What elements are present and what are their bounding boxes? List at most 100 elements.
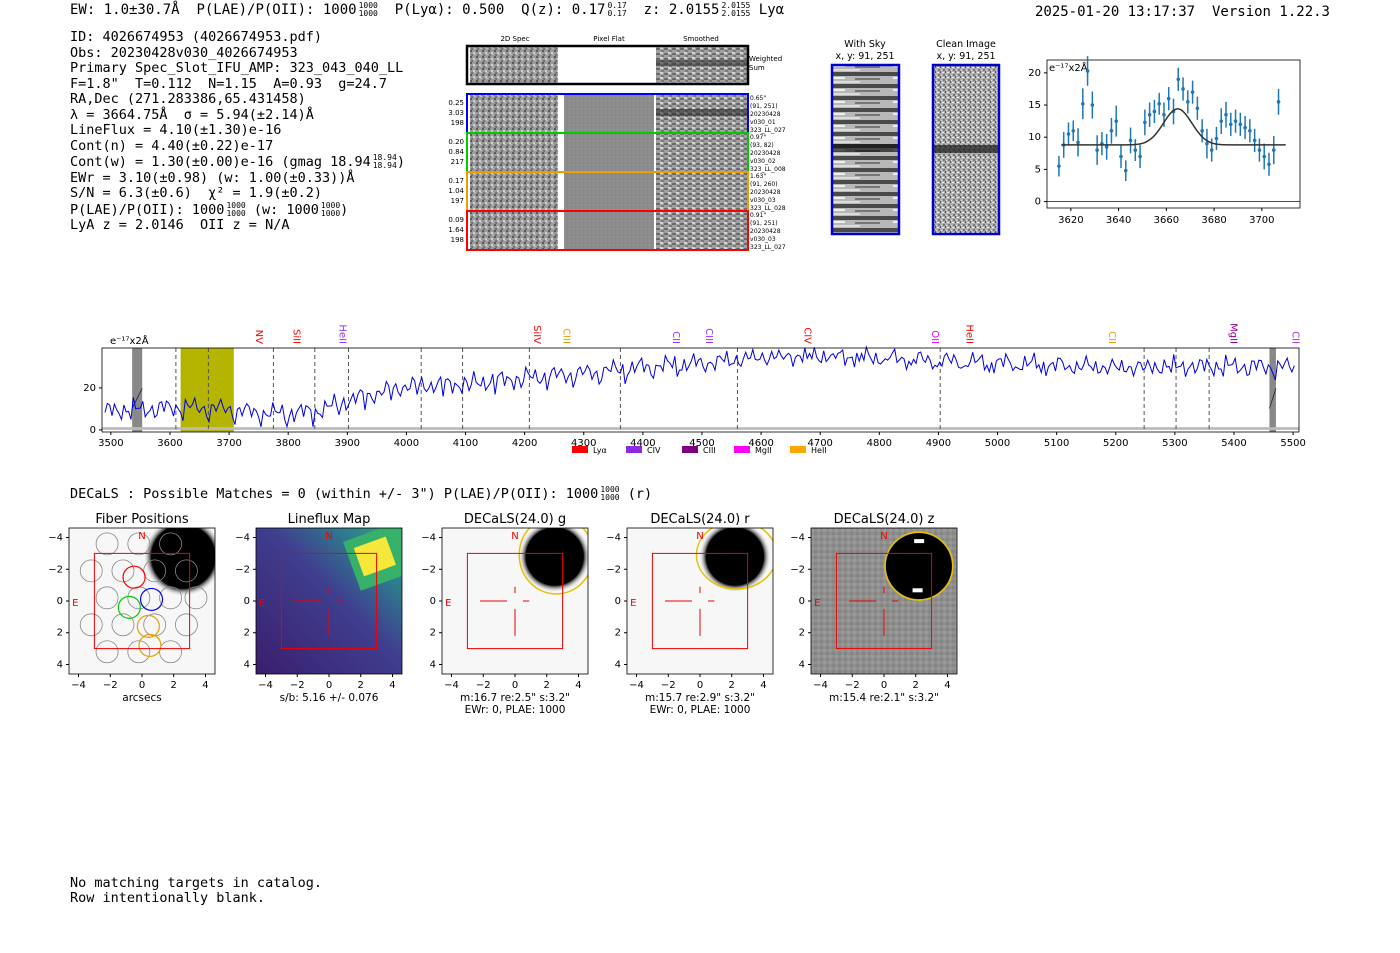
clean-image-title: Clean Image [936,39,996,50]
cutout-pixelflat [564,173,654,210]
x-tick-label: 5400 [1221,438,1246,449]
panel-title: Lineflux Map [288,512,371,527]
gmag-hi: 18.94 [372,153,397,162]
x-tick-label: 3640 [1106,215,1131,226]
data-point [1085,69,1090,73]
x-tick-label: −4 [444,680,459,691]
compass-east: E [814,598,820,609]
x-tick-label: 4 [575,680,581,691]
x-tick-label: 2 [729,680,735,691]
info-line: Obs: 20230428v030_4026674953 [70,44,298,61]
x-tick-label: 0 [139,680,145,691]
qz-lo: 0.17 [607,9,627,18]
match-ellipse [884,531,954,601]
fiber-circle [79,613,103,637]
cutout-left-label: 0.20 [448,138,464,146]
y-tick-label: −2 [48,564,63,575]
data-point [1181,87,1185,91]
data-point [1071,128,1076,133]
x-tick-label: 4 [760,680,766,691]
data-point [1186,100,1190,104]
cutout-pixelflat [564,95,654,132]
y-tick-label: 4 [57,659,63,670]
plya-value: P(Lyα): 0.500 [394,2,505,18]
fiber-circle [159,586,182,610]
x-tick-label: 5200 [1103,438,1128,449]
emission-line-label: MgII [1227,323,1238,344]
panel-title: Fiber Positions [95,512,188,527]
x-tick-label: −4 [71,680,86,691]
z-lo: 2.0155 [721,9,751,18]
x-tick-label: 3500 [98,438,123,449]
fiber-circle [111,559,135,583]
cutout-right-label: v030_03 [750,236,776,243]
lineflux-peak-core [353,536,396,577]
source-core [525,528,584,586]
sky-panels: With Sky x, y: 91, 251 Clean Image x, y:… [830,39,1001,236]
plae-value: P(LAE)/P(OII): 1000 [196,2,357,18]
emission-line-label: CIII [561,328,572,344]
panel-caption: s/b: 5.16 +/- 0.076 [280,692,379,704]
fiber-circle [95,532,119,556]
cutout-smoothed [656,134,748,171]
plae-frac-lo: 1000 [226,208,246,218]
cutout-right-label: 323_LL_008 [750,166,786,173]
emission-line-label: CII [1106,331,1117,344]
x-tick-label: −4 [629,680,644,691]
ew-value: EW: 1.0±30.7Å [70,2,180,18]
y-tick-label: 2 [615,628,621,639]
data-point [1109,128,1114,133]
panel-1: N E −4 4 −2 2 0 0 2 −2 4 −4 Lineflux Map s/b: 5.16 +/… [235,512,403,704]
info-line: Primary Spec_Slot_IFU_AMP: 323_043_040_L… [70,60,404,76]
x-tick-label: 4 [202,680,208,691]
data-point [1224,112,1228,117]
x-tick-label: 3620 [1058,215,1083,226]
data-point [1138,154,1142,159]
footer-notes: No matching targets in catalog. Row inten… [70,876,322,906]
data-point [1271,148,1276,152]
fiber-circle [175,613,198,637]
legend-swatch [572,446,588,453]
plot-frame [101,347,1300,433]
x-tick-label: 4600 [748,438,773,449]
legend-swatch [734,446,750,453]
data-point [1214,136,1219,141]
y-tick-label: 0 [430,596,436,607]
x-tick-label: 0 [326,680,332,691]
data-point [1200,128,1204,133]
legend-label: CIII [703,446,716,455]
x-tick-label: 0 [881,680,887,691]
source-core [705,528,764,586]
data-point [1257,148,1262,152]
source-blob [885,533,952,600]
cutout-smoothed [656,173,748,210]
fiber-orange [136,614,160,638]
data-point [1262,154,1266,159]
legend-label: HeII [811,446,827,455]
fiber-circle [95,640,119,664]
x-tick-label: 3700 [1249,215,1274,226]
emission-line-label: NV [253,330,264,344]
footer-line: No matching targets in catalog. [70,875,322,891]
info-line: F=1.8" T=0.112 N=1.15 A=0.93 g=24.7 [70,75,387,92]
x-tick-label: −4 [258,680,273,691]
y-tick-label: 15 [1028,100,1041,111]
data-point [1114,119,1119,123]
y-tick-label: 4 [244,659,250,670]
cutout-left-label: 1.64 [448,226,464,234]
weighted-sum-label: Sum [749,64,765,72]
data-point [1147,112,1152,117]
emission-line-label: CII [670,331,681,344]
x-tick-label: 5100 [1044,438,1069,449]
panel-caption: EWr: 0, PLAE: 1000 [650,704,751,716]
noise-floor [102,427,1299,430]
data-point [1276,100,1281,104]
fiber-circle [79,559,103,583]
info-line: EWr = 3.10(±0.98) (w: 1.00(±0.33))Å [70,169,355,186]
decals-band: (r) [627,486,653,502]
y-tick-label: −4 [235,533,250,544]
decals-text: DECaLS : Possible Matches = 0 (within +/… [70,486,599,502]
x-tick-label: 2 [913,680,919,691]
cutout-right-label: 0.65" [750,95,766,102]
data-point [1123,168,1128,173]
